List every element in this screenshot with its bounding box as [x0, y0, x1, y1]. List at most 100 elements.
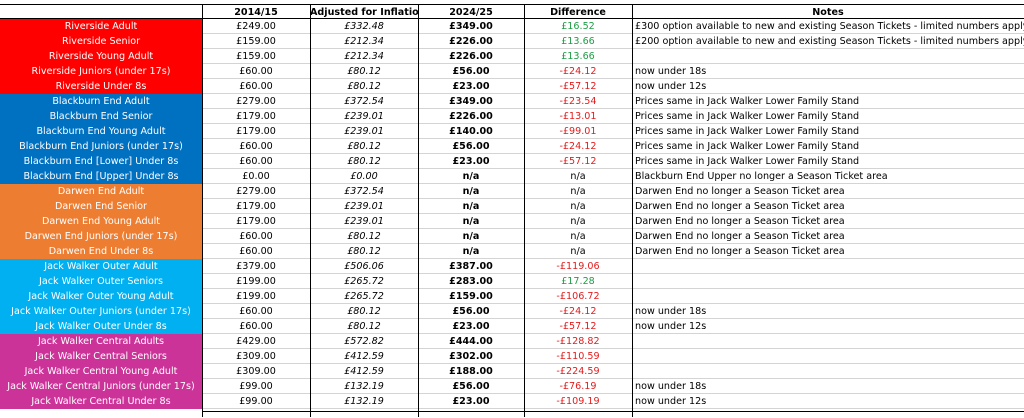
cell-price-2014-15: £279.00 [236, 96, 276, 107]
row-gridline [202, 258, 1024, 259]
cell-price-2024-25: £226.00 [449, 111, 493, 122]
cell-ticket-type: Darwen End Senior [0, 199, 202, 214]
row-gridline [202, 63, 1024, 64]
cell-price-2014-15: £309.00 [236, 366, 276, 377]
cell-price-2024-25: £23.00 [452, 156, 490, 167]
cell-note: now under 18s [635, 381, 707, 392]
table-row: Jack Walker Central Young Adult £309.00 £4… [0, 364, 1024, 379]
cell-price-2014-15: £179.00 [236, 111, 276, 122]
header-name [0, 4, 202, 19]
row-gridline [202, 183, 1024, 184]
cell-price-2014-15: £429.00 [236, 336, 276, 347]
cell-ticket-type: Jack Walker Central Seniors [0, 349, 202, 364]
table-row: Jack Walker Central Under 8s £99.00 £132.1… [0, 394, 1024, 409]
cell-price-2014-15: £159.00 [236, 36, 276, 47]
cell-price-2024-25: £23.00 [452, 321, 490, 332]
cell-note: Darwen End no longer a Season Ticket are… [635, 216, 845, 227]
table-row: Darwen End Senior £179.00 £239.01 n/a n/a Dar… [0, 199, 1024, 214]
cell-price-2024-25: n/a [462, 171, 480, 182]
cell-price-2014-15: £379.00 [236, 261, 276, 272]
row-gridline [202, 168, 1024, 169]
cell-difference: -£57.12 [559, 81, 597, 92]
cell-price-2024-25: £226.00 [449, 36, 493, 47]
cell-difference: -£57.12 [559, 321, 597, 332]
row-gridline [202, 288, 1024, 289]
cell-adjusted-price: £239.01 [344, 201, 384, 212]
cell-ticket-type: Riverside Adult [0, 19, 202, 34]
cell-note: £300 option available to new and existin… [635, 21, 1024, 32]
row-gridline [202, 138, 1024, 139]
cell-price-2014-15: £60.00 [239, 141, 273, 152]
row-gridline [202, 198, 1024, 199]
cell-note [632, 364, 1024, 379]
cell-adjusted-price: £372.54 [344, 96, 384, 107]
cell-note: Darwen End no longer a Season Ticket are… [635, 186, 845, 197]
table-row: Darwen End Under 8s £60.00 £80.12 n/a n/a Dar… [0, 244, 1024, 259]
cell-note [632, 49, 1024, 64]
table-row: Darwen End Adult £279.00 £372.54 n/a n/a Darw… [0, 184, 1024, 199]
table-row: Blackburn End Adult £279.00 £372.54 £349.00… [0, 94, 1024, 109]
column-divider [632, 4, 633, 417]
table-row: Riverside Senior £159.00 £212.34 £226.00 £13… [0, 34, 1024, 49]
cell-note: Blackburn End Upper no longer a Season T… [635, 171, 888, 182]
cell-adjusted-price: £80.12 [347, 156, 381, 167]
cell-adjusted-price: £80.12 [347, 231, 381, 242]
cell-adjusted-price: £212.34 [344, 51, 384, 62]
cell-difference: -£24.12 [559, 141, 597, 152]
cell-price-2014-15: £179.00 [236, 216, 276, 227]
cell-note [632, 289, 1024, 304]
cell-price-2024-25: £23.00 [452, 396, 490, 407]
cell-adjusted-price: £239.01 [344, 126, 384, 137]
cell-difference: £17.28 [561, 276, 595, 287]
cell-note: Prices same in Jack Walker Lower Family … [635, 111, 860, 122]
cell-ticket-type: Jack Walker Outer Under 8s [0, 319, 202, 334]
cell-difference: -£76.19 [559, 381, 597, 392]
cell-difference: -£57.12 [559, 156, 597, 167]
cell-price-2024-25: £226.00 [449, 51, 493, 62]
cell-price-2024-25: £302.00 [449, 351, 493, 362]
cell-adjusted-price: £80.12 [347, 66, 381, 77]
row-gridline [202, 123, 1024, 124]
cell-note: Darwen End no longer a Season Ticket are… [635, 231, 845, 242]
header-row: 2014/15 Adjusted for Inflation 2024/25 D… [0, 4, 1024, 19]
cell-price-2014-15: £60.00 [239, 156, 273, 167]
cell-note: now under 18s [635, 306, 707, 317]
cell-price-2014-15: £60.00 [239, 321, 273, 332]
cell-price-2024-25: £444.00 [449, 336, 493, 347]
cell-adjusted-price: £412.59 [344, 366, 384, 377]
cell-difference: n/a [570, 171, 586, 182]
cell-ticket-type: Blackburn End Senior [0, 109, 202, 124]
table-row: Jack Walker Central Juniors (under 17s) £… [0, 379, 1024, 394]
cell-price-2014-15: £60.00 [239, 231, 273, 242]
table-row: Darwen End Juniors (under 17s) £60.00 £80.… [0, 229, 1024, 244]
cell-note [632, 274, 1024, 289]
cell-adjusted-price: £80.12 [347, 246, 381, 257]
cell-difference: n/a [570, 216, 586, 227]
cell-price-2024-25: n/a [462, 216, 480, 227]
cell-ticket-type: Jack Walker Outer Young Adult [0, 289, 202, 304]
cell-note: Prices same in Jack Walker Lower Family … [635, 141, 860, 152]
cell-difference: -£109.19 [556, 396, 600, 407]
table-row: Jack Walker Outer Juniors (under 17s) £60… [0, 304, 1024, 319]
cell-ticket-type: Darwen End Under 8s [0, 244, 202, 259]
table-row: Blackburn End Senior £179.00 £239.01 £226.0… [0, 109, 1024, 124]
cell-note: now under 12s [635, 321, 707, 332]
row-gridline [202, 33, 1024, 34]
cell-price-2014-15: £179.00 [236, 126, 276, 137]
cell-adjusted-price: £506.06 [344, 261, 384, 272]
cell-adjusted-price: £132.19 [344, 396, 384, 407]
cell-price-2024-25: n/a [462, 186, 480, 197]
cell-adjusted-price: £132.19 [344, 381, 384, 392]
cell-price-2024-25: £387.00 [449, 261, 493, 272]
cell-adjusted-price: £265.72 [344, 276, 384, 287]
cell-note: now under 18s [635, 66, 707, 77]
cell-price-2014-15: £309.00 [236, 351, 276, 362]
cell-note: now under 12s [635, 396, 707, 407]
column-divider [310, 4, 311, 417]
cell-adjusted-price: £80.12 [347, 306, 381, 317]
cell-price-2014-15: £60.00 [239, 66, 273, 77]
cell-note: Prices same in Jack Walker Lower Family … [635, 96, 860, 107]
cell-difference: -£119.06 [556, 261, 600, 272]
cell-note: Darwen End no longer a Season Ticket are… [635, 246, 845, 257]
row-gridline [202, 153, 1024, 154]
